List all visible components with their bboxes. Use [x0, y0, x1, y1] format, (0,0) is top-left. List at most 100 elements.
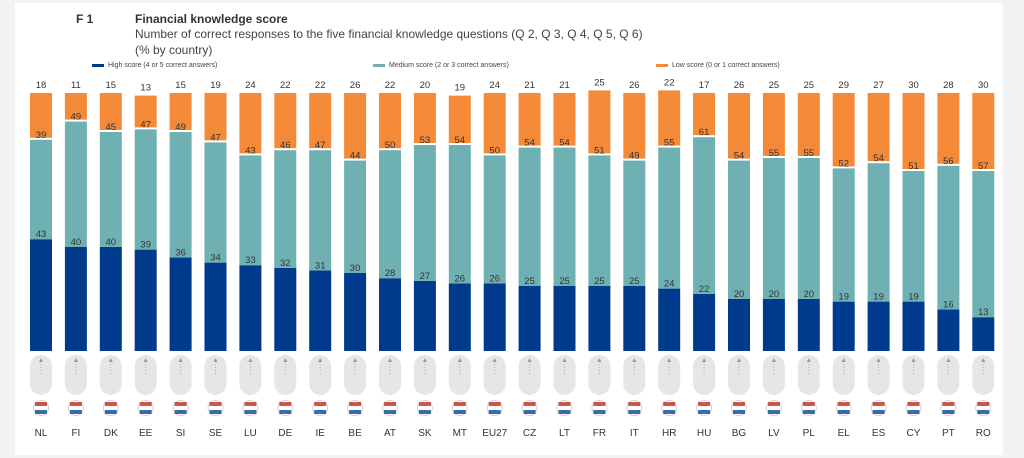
data-label-medium: 49 [629, 151, 640, 162]
data-label-high: 40 [71, 237, 82, 248]
connector-pill [413, 355, 436, 395]
arrow-up-icon [422, 358, 427, 362]
x-tick-label: CY [907, 428, 921, 439]
connector-pill [588, 355, 611, 395]
data-label-medium: 54 [873, 153, 884, 164]
bar-medium [448, 145, 471, 284]
x-tick-label: RO [976, 428, 991, 439]
data-label-high: 40 [106, 237, 117, 248]
data-label-medium: 54 [524, 138, 535, 149]
arrow-up-icon [143, 358, 148, 362]
x-tick-label: BG [732, 428, 747, 439]
flag-stripe-top [104, 402, 117, 406]
arrow-up-icon [178, 358, 183, 362]
connector-pill [274, 355, 297, 395]
bar-medium [728, 160, 750, 299]
connector-pill [204, 355, 227, 395]
flag-stripe-top [35, 402, 47, 406]
flag-stripe-bottom [872, 410, 885, 414]
arrow-up-icon [702, 358, 707, 362]
arrow-up-icon [353, 358, 358, 362]
flag-stripe-top [69, 402, 82, 406]
connector-pill [518, 355, 541, 395]
data-label-low: 26 [629, 80, 640, 91]
bar-high [413, 280, 436, 351]
bar-low [379, 93, 401, 149]
flag-stripe-bottom [663, 410, 676, 414]
bar-high [30, 239, 52, 351]
bar-low [728, 93, 750, 159]
bar-low [867, 93, 890, 162]
bar-high [623, 286, 646, 351]
bar-low [309, 93, 332, 149]
flag-stripe-bottom [174, 410, 187, 414]
data-label-high: 33 [245, 255, 256, 266]
flag-stripe-bottom [942, 410, 955, 414]
data-label-low: 26 [734, 80, 745, 91]
data-label-medium: 54 [455, 135, 466, 146]
bar-high [658, 288, 681, 351]
data-label-low: 30 [908, 80, 919, 91]
flag-stripe-top [698, 402, 711, 406]
bar-low [99, 93, 122, 130]
data-label-low: 22 [280, 80, 291, 91]
x-tick-label: DE [278, 428, 292, 439]
bar-low [797, 93, 820, 156]
flag-stripe-bottom [837, 410, 850, 414]
bar-low [553, 93, 576, 146]
data-label-medium: 49 [71, 112, 82, 123]
connector-pill [762, 355, 785, 395]
flag-stripe-bottom [104, 410, 117, 414]
legend-medium-label: Medium score (2 or 3 correct answers) [389, 62, 509, 69]
bar-medium [134, 129, 157, 250]
data-label-high: 25 [629, 276, 640, 287]
x-tick-label: HU [697, 428, 711, 439]
flag-stripe-top [174, 402, 187, 406]
legend-medium-swatch [373, 64, 385, 67]
x-tick-label: LV [768, 428, 780, 439]
data-label-medium: 49 [175, 122, 186, 133]
bar-high [832, 301, 855, 351]
x-tick-label: EU27 [482, 428, 507, 439]
data-label-high: 31 [315, 260, 326, 271]
arrow-up-icon [527, 358, 532, 362]
connector-pill [623, 355, 646, 395]
data-label-high: 22 [699, 284, 710, 295]
data-label-low: 26 [350, 80, 361, 91]
flag-stripe-bottom [488, 410, 501, 414]
bar-medium [623, 160, 646, 286]
data-label-medium: 39 [36, 130, 47, 141]
legend-low: Low score (0 or 1 correct answers) [656, 62, 780, 69]
data-label-medium: 61 [699, 127, 710, 138]
flag-stripe-top [767, 402, 780, 406]
legend-high: High score (4 or 5 correct answers) [92, 62, 217, 69]
flag-stripe-top [314, 402, 327, 406]
data-label-medium: 47 [315, 140, 326, 151]
arrow-up-icon [283, 358, 288, 362]
connector-pill [64, 355, 87, 395]
bar-high [972, 317, 995, 351]
flag-stripe-bottom [767, 410, 780, 414]
data-label-high: 27 [420, 271, 431, 282]
data-label-low: 17 [699, 80, 710, 91]
bar-high [553, 286, 576, 351]
data-label-medium: 53 [420, 135, 431, 146]
connector-pill [972, 355, 995, 395]
flag-stripe-top [244, 402, 257, 406]
data-label-low: 30 [978, 80, 989, 91]
flag-stripe-top [628, 402, 641, 406]
connector-pill [30, 355, 52, 395]
flag-stripe-bottom [523, 410, 536, 414]
data-label-medium: 52 [838, 158, 849, 169]
flag-stripe-top [907, 402, 920, 406]
data-label-high: 13 [978, 307, 989, 318]
x-tick-label: PL [803, 428, 816, 439]
bar-high [867, 301, 890, 351]
bar-medium [658, 147, 681, 289]
bar-low [693, 93, 716, 136]
bar-high [728, 299, 750, 351]
bar-medium [693, 137, 716, 294]
bar-low [204, 93, 227, 141]
bar-low [30, 93, 52, 138]
